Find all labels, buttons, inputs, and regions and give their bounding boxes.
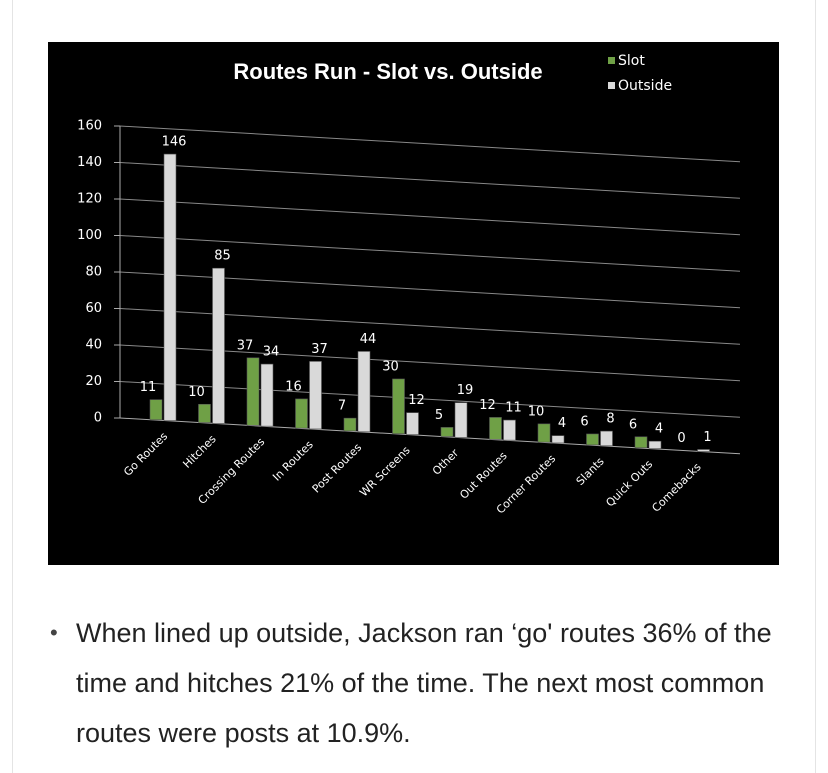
bar bbox=[406, 412, 419, 435]
value-label: 4 bbox=[558, 416, 566, 431]
value-label: 12 bbox=[408, 393, 425, 408]
bar bbox=[489, 417, 502, 440]
value-label: 10 bbox=[528, 404, 545, 419]
value-label: 34 bbox=[263, 345, 280, 360]
bar bbox=[503, 419, 516, 441]
bar bbox=[392, 378, 405, 435]
value-label: 37 bbox=[237, 338, 254, 353]
bar bbox=[295, 398, 308, 429]
chart-title: Routes Run - Slot vs. Outside bbox=[233, 59, 542, 84]
y-tick-label: 160 bbox=[77, 119, 102, 134]
chart: Routes Run - Slot vs. Outside 0204060801… bbox=[48, 42, 779, 565]
bar bbox=[537, 423, 551, 443]
grid-line bbox=[119, 125, 741, 163]
bar bbox=[212, 267, 225, 424]
text-list: When lined up outside, Jackson ran ‘go' … bbox=[48, 608, 778, 758]
bar bbox=[697, 449, 710, 452]
page-border bbox=[815, 0, 816, 773]
y-tick-label: 60 bbox=[85, 301, 102, 316]
value-label: 44 bbox=[360, 332, 377, 347]
value-label: 6 bbox=[580, 414, 588, 429]
value-label: 0 bbox=[677, 431, 685, 446]
bar bbox=[454, 402, 468, 438]
value-label: 5 bbox=[435, 408, 443, 423]
bar bbox=[149, 399, 163, 421]
value-label: 10 bbox=[188, 385, 205, 400]
legend-label: Outside bbox=[618, 78, 672, 94]
legend-swatch bbox=[608, 57, 615, 64]
value-label: 11 bbox=[505, 401, 522, 416]
value-label: 12 bbox=[479, 398, 496, 413]
value-label: 37 bbox=[311, 342, 328, 357]
grid-line bbox=[119, 235, 741, 272]
bar bbox=[586, 433, 599, 446]
legend-label: Slot bbox=[618, 53, 645, 69]
bar bbox=[163, 153, 177, 421]
bar bbox=[198, 403, 211, 423]
bar bbox=[634, 436, 648, 449]
bar bbox=[357, 351, 371, 433]
bar bbox=[440, 427, 454, 437]
bar bbox=[260, 363, 274, 427]
page-border bbox=[12, 0, 13, 773]
value-label: 4 bbox=[655, 422, 663, 437]
value-label: 7 bbox=[338, 399, 346, 414]
y-tick-label: 140 bbox=[77, 155, 102, 170]
bar bbox=[648, 440, 662, 449]
value-label: 8 bbox=[606, 412, 614, 427]
bar bbox=[551, 435, 565, 444]
value-label: 11 bbox=[140, 380, 157, 395]
grid-line bbox=[119, 198, 741, 236]
value-label: 1 bbox=[703, 430, 711, 445]
y-tick-label: 20 bbox=[85, 374, 102, 389]
y-tick-label: 0 bbox=[94, 411, 102, 426]
value-label: 85 bbox=[214, 249, 231, 264]
y-tick-label: 120 bbox=[77, 192, 102, 207]
bar bbox=[309, 361, 322, 430]
bar bbox=[343, 417, 357, 432]
y-tick-label: 80 bbox=[85, 265, 102, 280]
value-label: 30 bbox=[382, 359, 399, 374]
legend-swatch bbox=[608, 82, 615, 89]
paragraph: When lined up outside, Jackson ran ‘go' … bbox=[50, 608, 778, 758]
value-label: 19 bbox=[457, 383, 474, 398]
value-label: 146 bbox=[162, 135, 187, 150]
y-tick-label: 100 bbox=[77, 228, 102, 243]
bar bbox=[600, 430, 613, 447]
value-label: 16 bbox=[285, 379, 302, 394]
grid-line bbox=[119, 162, 741, 199]
y-tick-label: 40 bbox=[85, 338, 102, 353]
bar bbox=[246, 357, 260, 426]
value-label: 6 bbox=[629, 417, 637, 432]
